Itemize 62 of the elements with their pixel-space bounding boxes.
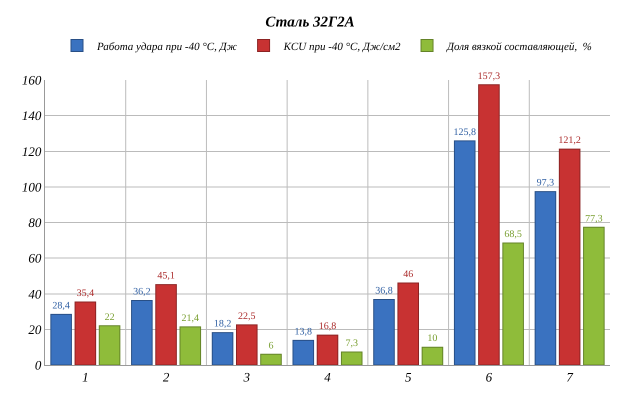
data-label: 157,3 — [478, 70, 500, 82]
bar — [558, 148, 580, 365]
data-label: 13,8 — [294, 326, 312, 338]
data-label: 121,2 — [558, 135, 581, 146]
x-tick-label: 1 — [82, 370, 89, 385]
chart-title: Сталь 32Г2А — [265, 14, 355, 30]
bar — [179, 326, 202, 365]
bar — [212, 332, 234, 365]
bar — [583, 226, 605, 365]
data-label: 77,3 — [585, 213, 603, 224]
x-tick-label: 4 — [324, 370, 332, 385]
bar — [236, 324, 258, 365]
bar — [131, 300, 153, 365]
y-tick-label: 40 — [28, 286, 42, 302]
bar — [316, 334, 338, 365]
data-label: 22 — [104, 312, 115, 323]
data-label: 10 — [427, 333, 438, 344]
x-tick-label: 3 — [242, 370, 251, 385]
y-tick-label: 160 — [22, 72, 42, 88]
data-label: 6 — [268, 340, 274, 352]
legend-label: Работа удара при -40 °С, Дж — [96, 40, 238, 53]
bar — [478, 84, 500, 365]
bar — [340, 352, 363, 365]
data-label: 125,8 — [453, 126, 476, 138]
legend-label: KCU при -40 °С, Дж/см2 — [282, 40, 402, 53]
data-label: 18,2 — [214, 318, 232, 330]
y-tick-label: 20 — [28, 322, 42, 337]
data-label: 97,3 — [536, 178, 554, 189]
data-label: 21,4 — [182, 312, 200, 324]
bar — [292, 340, 314, 365]
data-label: 28,4 — [52, 300, 70, 312]
bar — [260, 354, 282, 365]
x-tick-label: 5 — [404, 370, 412, 385]
y-tick-label: 60 — [28, 250, 42, 266]
bar — [454, 140, 476, 365]
bar — [534, 191, 556, 365]
data-label: 45,1 — [157, 270, 175, 282]
y-tick-label: 80 — [28, 215, 42, 230]
bar — [373, 298, 395, 365]
y-tick-label: 120 — [22, 144, 42, 159]
data-label: 22,5 — [238, 310, 256, 322]
y-tick-label: 100 — [22, 179, 42, 194]
bar — [502, 242, 524, 365]
y-tick-label: 0 — [34, 358, 42, 373]
data-label: 16,8 — [318, 321, 336, 332]
data-label: 68,5 — [504, 228, 522, 240]
x-tick-label: 2 — [162, 370, 170, 385]
bar — [74, 301, 96, 365]
bar — [98, 325, 120, 365]
x-tick-label: 7 — [566, 370, 574, 385]
bar — [422, 346, 444, 365]
x-tick-label: 6 — [486, 370, 493, 385]
y-tick-label: 140 — [22, 108, 42, 124]
data-label: 36,8 — [375, 285, 393, 296]
bar — [50, 314, 72, 365]
data-label: 35,4 — [76, 288, 94, 299]
data-label: 36,2 — [133, 286, 151, 298]
legend-label: Доля вязкой составляющей, % — [446, 40, 592, 53]
bar — [155, 284, 177, 365]
bar — [397, 282, 420, 365]
data-label: 46 — [403, 269, 414, 280]
data-label: 7,3 — [345, 338, 358, 349]
